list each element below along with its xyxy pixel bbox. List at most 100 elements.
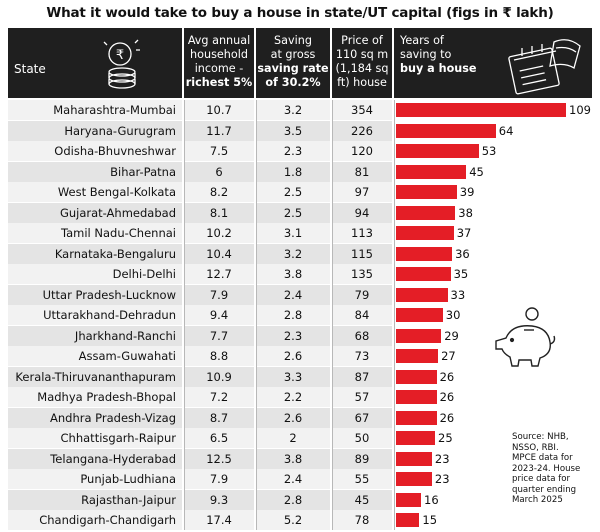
- saving-value: 5.2: [256, 510, 330, 530]
- source-line: Source: NHB,: [512, 432, 569, 442]
- income-value: 12.5: [184, 448, 254, 469]
- table-row: West Bengal-Kolkata 8.2 2.5 97 39: [8, 182, 592, 202]
- table-row: Rajasthan-Jaipur 9.3 2.8 45 16: [8, 489, 592, 510]
- saving-value: 2.3: [256, 141, 330, 161]
- saving-value: 2.5: [256, 182, 330, 202]
- table-row: Karnataka-Bengaluru 10.4 3.2 115 36: [8, 243, 592, 264]
- years-bar: [396, 226, 454, 240]
- years-value-label: 35: [453, 267, 469, 281]
- state-label: Haryana-Gurugram: [8, 120, 182, 141]
- income-value: 8.7: [184, 407, 254, 428]
- state-label: Jharkhand-Ranchi: [8, 325, 182, 346]
- table-row: Chandigarh-Chandigarh 17.4 5.2 78 15: [8, 510, 592, 530]
- saving-value: 3.8: [256, 264, 330, 284]
- years-bar: [396, 123, 496, 138]
- years-bar: [396, 410, 437, 425]
- years-bar: [396, 369, 437, 384]
- income-value: 7.9: [184, 469, 254, 489]
- years-bar: [396, 513, 420, 527]
- price-value: 73: [332, 346, 392, 366]
- calendar-wallet-icon: [508, 39, 581, 95]
- saving-value: 1.8: [256, 161, 330, 182]
- state-label: Assam-Guwahati: [8, 346, 182, 366]
- header-saving-line: of 30.2%: [265, 76, 321, 89]
- years-value-label: 53: [481, 144, 497, 158]
- price-value: 226: [332, 120, 392, 141]
- column-divider: [332, 100, 333, 530]
- source-note: Source: NHB, NSSO, RBI. MPCE data for 20…: [512, 432, 596, 506]
- table-row: Uttar Pradesh-Lucknow 7.9 2.4 79 33: [8, 284, 592, 305]
- table-row: Assam-Guwahati 8.8 2.6 73 27: [8, 346, 592, 366]
- price-value: 113: [332, 223, 392, 243]
- source-line: March 2025: [512, 495, 563, 505]
- saving-value: 2.4: [256, 284, 330, 305]
- saving-value: 2.6: [256, 407, 330, 428]
- income-value: 10.9: [184, 366, 254, 387]
- years-bar: [396, 144, 479, 158]
- state-label: Bihar-Patna: [8, 161, 182, 182]
- years-value-label: 37: [456, 226, 472, 240]
- income-value: 8.8: [184, 346, 254, 366]
- price-value: 81: [332, 161, 392, 182]
- header-state: State ₹: [8, 28, 182, 98]
- table-row: Haryana-Gurugram 11.7 3.5 226 64: [8, 120, 592, 141]
- state-label: Maharashtra-Mumbai: [8, 100, 182, 120]
- years-value-label: 15: [422, 513, 438, 527]
- price-value: 57: [332, 387, 392, 407]
- years-value-label: 30: [445, 308, 461, 322]
- column-divider: [184, 100, 185, 530]
- header-income-line: richest 5%: [185, 76, 253, 89]
- header-income-line: Avg annual: [187, 34, 251, 47]
- saving-value: 2.5: [256, 202, 330, 223]
- state-label: West Bengal-Kolkata: [8, 182, 182, 202]
- saving-value: 2: [256, 428, 330, 448]
- header-income-line: income -: [194, 62, 244, 75]
- state-label: Chhattisgarh-Raipur: [8, 428, 182, 448]
- years-value-label: 64: [498, 123, 514, 138]
- coins-icon: ₹: [103, 39, 140, 89]
- price-value: 94: [332, 202, 392, 223]
- state-label: Odisha-Bhuvneshwar: [8, 141, 182, 161]
- income-value: 9.4: [184, 305, 254, 325]
- income-value: 8.2: [184, 182, 254, 202]
- income-value: 9.3: [184, 489, 254, 510]
- years-bar: [396, 349, 439, 363]
- saving-value: 3.1: [256, 223, 330, 243]
- price-value: 78: [332, 510, 392, 530]
- state-label: Rajasthan-Jaipur: [8, 489, 182, 510]
- years-value-label: 109: [569, 103, 591, 117]
- income-value: 6: [184, 161, 254, 182]
- saving-value: 3.2: [256, 243, 330, 264]
- income-value: 7.9: [184, 284, 254, 305]
- price-value: 135: [332, 264, 392, 284]
- years-value-label: 26: [439, 410, 455, 425]
- state-label: Uttarakhand-Dehradun: [8, 305, 182, 325]
- years-value-label: 38: [458, 205, 473, 220]
- income-value: 10.2: [184, 223, 254, 243]
- saving-value: 3.8: [256, 448, 330, 469]
- state-label: Gujarat-Ahmedabad: [8, 202, 182, 223]
- income-value: 17.4: [184, 510, 254, 530]
- table-row: Bihar-Patna 6 1.8 81 45: [8, 161, 592, 182]
- state-label: Chandigarh-Chandigarh: [8, 510, 182, 530]
- column-divider: [256, 100, 257, 530]
- years-bar: [396, 103, 566, 117]
- income-value: 8.1: [184, 202, 254, 223]
- saving-value: 2.3: [256, 325, 330, 346]
- income-value: 7.2: [184, 387, 254, 407]
- saving-value: 2.4: [256, 469, 330, 489]
- table-row: Uttarakhand-Dehradun 9.4 2.8 84 30: [8, 305, 592, 325]
- state-label: Tamil Nadu-Chennai: [8, 223, 182, 243]
- table-row: Maharashtra-Mumbai 10.7 3.2 354 109: [8, 100, 592, 120]
- state-label: Delhi-Delhi: [8, 264, 182, 284]
- years-value-label: 26: [439, 369, 455, 384]
- years-bar: [396, 164, 467, 179]
- years-bar: [396, 185, 457, 199]
- years-bar: [396, 431, 435, 445]
- state-label: Madhya Pradesh-Bhopal: [8, 387, 182, 407]
- years-value-label: 45: [469, 164, 484, 179]
- saving-value: 2.8: [256, 305, 330, 325]
- years-value-label: 36: [455, 246, 470, 261]
- header-price: Price of 110 sq m (1,184 sq ft) house: [332, 28, 392, 98]
- price-value: 87: [332, 366, 392, 387]
